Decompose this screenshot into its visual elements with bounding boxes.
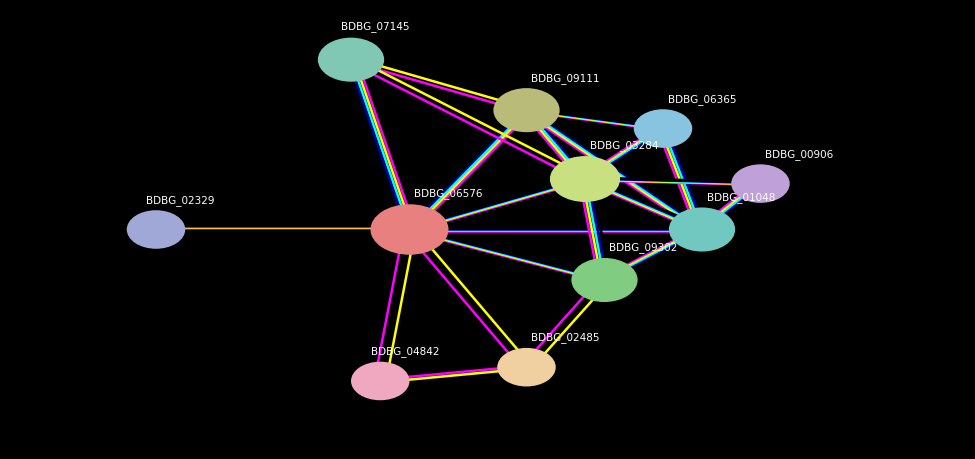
Ellipse shape (497, 348, 556, 386)
Text: BDBG_09302: BDBG_09302 (609, 242, 678, 253)
Text: BDBG_06576: BDBG_06576 (414, 188, 483, 199)
Ellipse shape (669, 207, 735, 252)
Text: BDBG_01048: BDBG_01048 (707, 192, 775, 203)
Ellipse shape (370, 204, 448, 255)
Ellipse shape (127, 210, 185, 249)
Text: BDBG_02329: BDBG_02329 (146, 195, 214, 206)
Ellipse shape (571, 258, 638, 302)
Text: BDBG_04842: BDBG_04842 (370, 346, 439, 357)
Ellipse shape (493, 88, 560, 132)
Text: BDBG_02485: BDBG_02485 (531, 332, 600, 343)
Ellipse shape (351, 362, 410, 400)
Text: BDBG_00906: BDBG_00906 (765, 149, 834, 160)
Text: BDBG_07145: BDBG_07145 (341, 21, 410, 32)
Ellipse shape (550, 156, 620, 202)
Text: BDBG_06365: BDBG_06365 (668, 94, 736, 105)
Ellipse shape (318, 38, 384, 82)
Ellipse shape (634, 109, 692, 148)
Text: BDBG_09111: BDBG_09111 (531, 73, 600, 84)
Ellipse shape (731, 164, 790, 203)
Text: BDBG_03284: BDBG_03284 (590, 140, 658, 151)
